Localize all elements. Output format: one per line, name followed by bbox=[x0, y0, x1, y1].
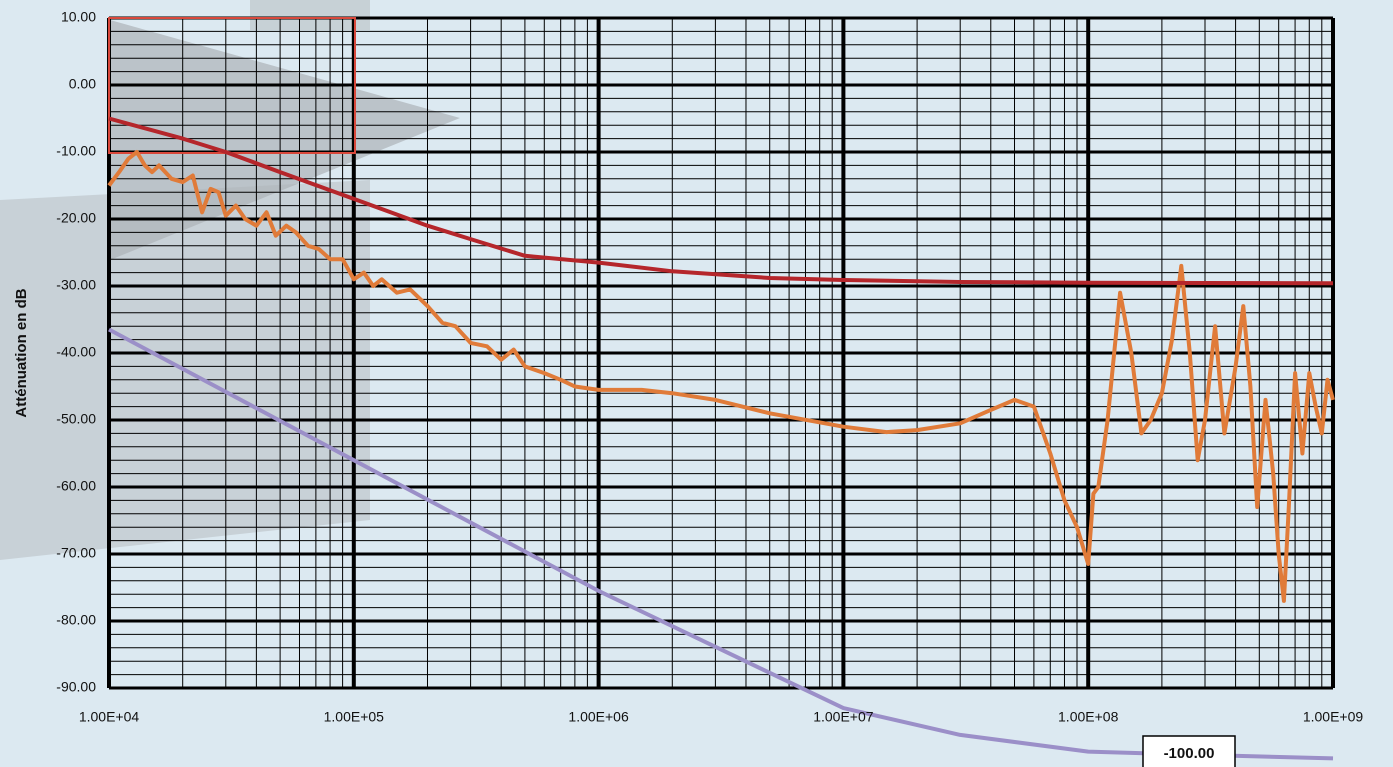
x-tick-label: 1.00E+08 bbox=[1058, 709, 1119, 725]
y-tick-label: -70.00 bbox=[56, 545, 96, 561]
y-axis-label: Atténuation en dB bbox=[13, 288, 30, 417]
y-tick-label: -60.00 bbox=[56, 478, 96, 494]
x-tick-label: 1.00E+06 bbox=[568, 709, 629, 725]
series-line bbox=[107, 150, 1335, 603]
y-tick-label: -90.00 bbox=[56, 679, 96, 695]
y-tick-label: -40.00 bbox=[56, 344, 96, 360]
y-tick-label: -10.00 bbox=[56, 143, 96, 159]
y-tick-label: -20.00 bbox=[56, 210, 96, 226]
x-tick-label: 1.00E+09 bbox=[1303, 709, 1364, 725]
annotation-box bbox=[1142, 735, 1236, 767]
x-tick-label: 1.00E+05 bbox=[324, 709, 385, 725]
annotation: -100.00 bbox=[1164, 745, 1215, 762]
y-tick-label: -30.00 bbox=[56, 277, 96, 293]
labels: 1.00E+04 1.00E+05 1.00E+06 1.00E+07 1.00E+08… bbox=[56, 9, 1363, 767]
x-tick-label: 1.00E+07 bbox=[813, 709, 874, 725]
x-tick-label: 1.00E+04 bbox=[79, 709, 140, 725]
y-tick-label: 0.00 bbox=[69, 76, 96, 92]
series-line bbox=[108, 116, 1334, 286]
y-tick-label: -80.00 bbox=[56, 612, 96, 628]
y-tick-label: -50.00 bbox=[56, 411, 96, 427]
y-tick-label: 10.00 bbox=[61, 9, 96, 25]
